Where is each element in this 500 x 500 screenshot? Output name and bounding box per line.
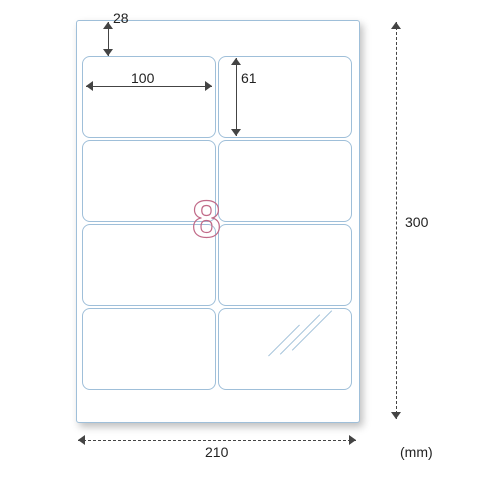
dim-line-bottom — [78, 440, 356, 441]
dim-line-width — [86, 86, 212, 87]
dim-arrow — [103, 22, 113, 29]
dim-arrow — [78, 435, 85, 445]
dim-arrow — [103, 49, 113, 56]
label-cell — [82, 56, 216, 138]
label-cell — [82, 308, 216, 390]
dim-arrow — [231, 129, 241, 136]
dim-arrow — [86, 81, 93, 91]
dim-label-width: 100 — [131, 70, 154, 86]
label-count: 8 — [192, 190, 221, 250]
dim-arrow — [205, 81, 212, 91]
diagram-stage: 8 28 100 61 300 210 (mm) — [0, 0, 500, 500]
dim-label-cell_h: 61 — [241, 70, 257, 86]
dim-line-height — [396, 22, 397, 419]
label-cell — [218, 56, 352, 138]
dim-arrow — [391, 412, 401, 419]
dim-arrow — [391, 22, 401, 29]
dim-line-cell_h — [236, 58, 237, 136]
dim-arrow — [349, 435, 356, 445]
unit-label: (mm) — [400, 444, 433, 460]
dim-label-height: 300 — [405, 214, 428, 230]
dim-label-top: 28 — [113, 10, 129, 26]
label-cell — [218, 140, 352, 222]
label-cell — [218, 224, 352, 306]
dim-arrow — [231, 58, 241, 65]
dim-label-bottom: 210 — [205, 444, 228, 460]
